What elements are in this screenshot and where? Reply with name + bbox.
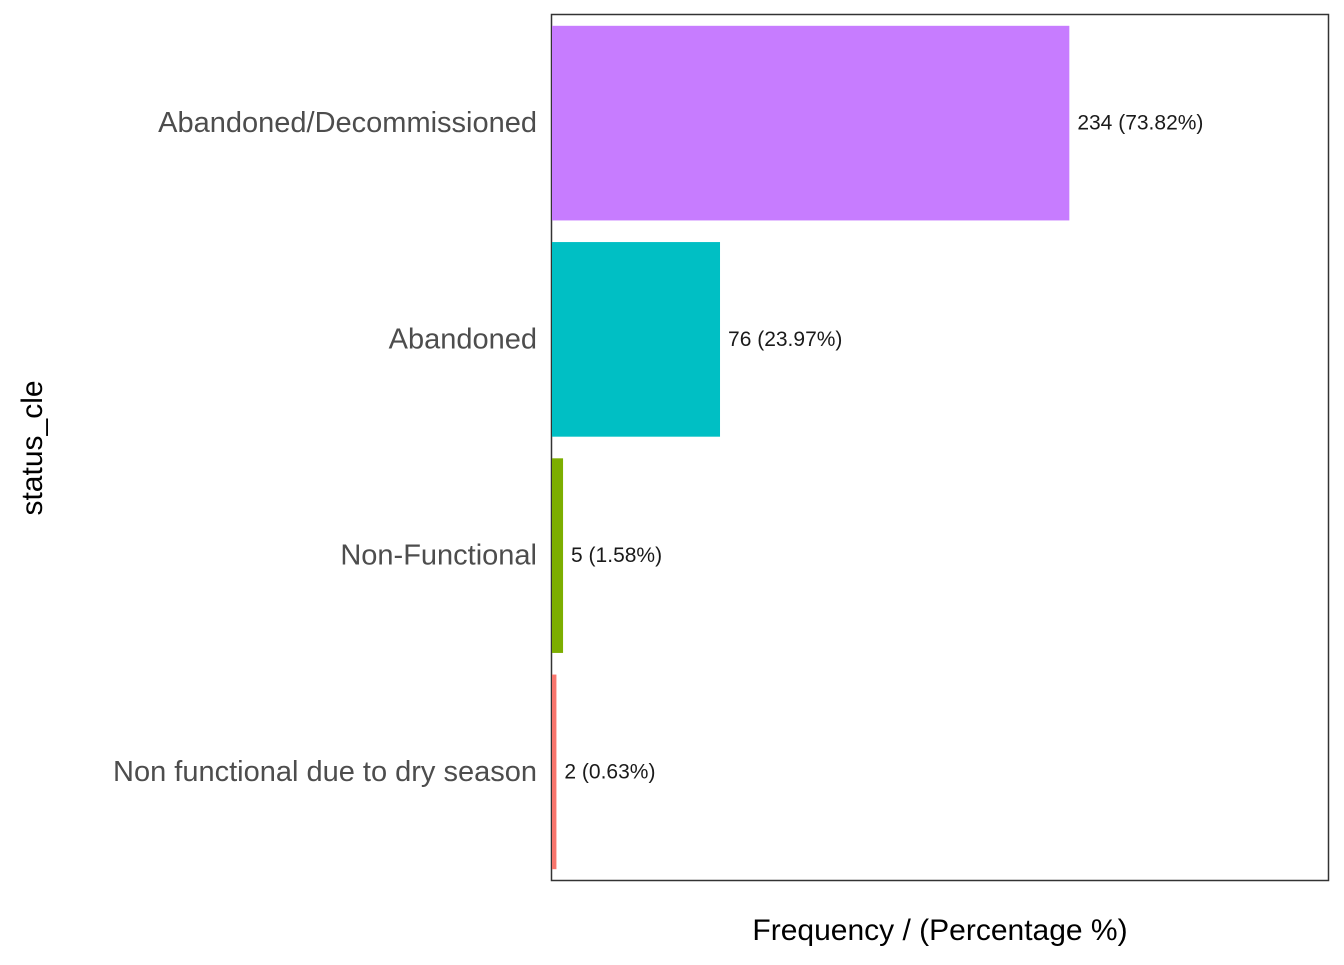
- panel-border: [550, 13, 1330, 882]
- bar-value-label: 76 (23.97%): [728, 328, 842, 351]
- category-tick-label: Abandoned/Decommissioned: [158, 107, 537, 139]
- bar: [552, 458, 564, 653]
- bars-layer: [552, 25, 1070, 870]
- bar-value-label: 5 (1.58%): [571, 544, 662, 567]
- bar: [552, 25, 1070, 221]
- bar: [552, 242, 721, 437]
- category-tick-label: Non-Functional: [340, 540, 537, 572]
- bar-value-label: 2 (0.63%): [564, 760, 655, 783]
- category-tick-label: Non functional due to dry season: [113, 756, 537, 788]
- x-axis-title: Frequency / (Percentage %): [752, 914, 1127, 947]
- y-axis-title: status_cle: [16, 380, 49, 515]
- data-labels-layer: 234 (73.82%) 76 (23.97%) 5 (1.58%) 2 (0.63%…: [564, 112, 1203, 784]
- bar: [552, 674, 557, 870]
- category-tick-label: Abandoned: [389, 323, 537, 355]
- bar-value-label: 234 (73.82%): [1077, 112, 1203, 135]
- category-labels-layer: Abandoned/Decommissioned Abandoned Non-Fun…: [113, 107, 537, 788]
